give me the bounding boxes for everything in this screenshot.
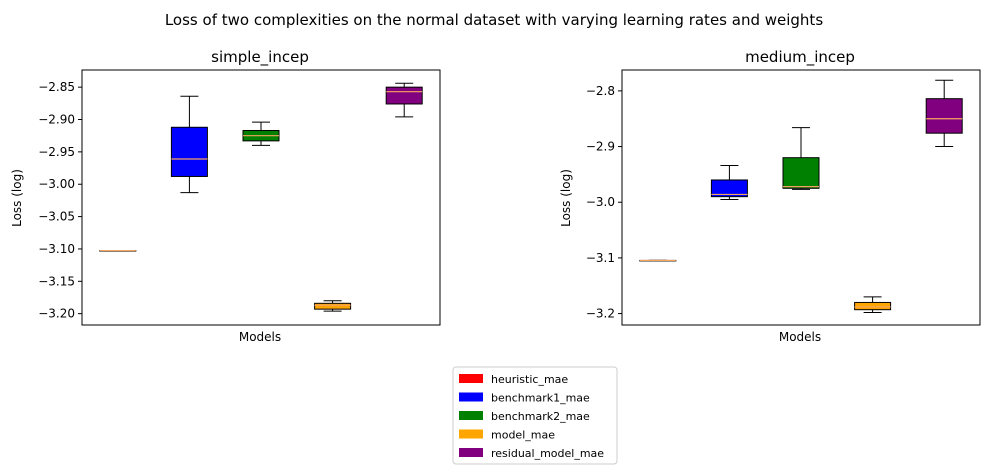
- box-body: [314, 302, 352, 310]
- box-body: [710, 179, 748, 198]
- box-heuristic_mae: [99, 249, 137, 252]
- y-tick-label: −3.2: [586, 307, 615, 321]
- box-benchmark2_mae: [242, 121, 280, 146]
- legend-item: benchmark1_mae: [459, 392, 590, 405]
- box-body: [925, 98, 963, 134]
- y-tick-label: −2.95: [38, 145, 75, 159]
- figure-title: Loss of two complexities on the normal d…: [165, 11, 823, 29]
- y-axis-label: Loss (log): [10, 169, 24, 227]
- legend-item: model_mae: [459, 429, 555, 442]
- legend-item: residual_model_mae: [459, 447, 604, 460]
- box-body: [782, 157, 820, 189]
- y-tick-label: −3.00: [38, 177, 75, 191]
- y-tick-label: −2.90: [38, 113, 75, 127]
- subplot-title: simple_incep: [211, 48, 309, 67]
- y-tick-label: −3.1: [586, 251, 615, 265]
- subplot-simple-incep: simple_incep Models Loss (log) −2.85 −2.9…: [10, 48, 441, 344]
- plot-frame: [81, 69, 441, 326]
- x-axis-label: Models: [779, 330, 821, 344]
- box-benchmark1_mae: [170, 95, 208, 194]
- box-model_mae: [854, 296, 892, 313]
- legend-label: benchmark1_mae: [491, 392, 590, 405]
- legend-frame: [452, 366, 618, 465]
- box-residual_model_mae: [925, 79, 963, 148]
- legend-swatch: [459, 429, 483, 439]
- x-axis-label: Models: [239, 330, 281, 344]
- legend-label: heuristic_mae: [491, 373, 568, 386]
- y-tick-label: −3.10: [38, 242, 75, 256]
- legend-item: benchmark2_mae: [459, 410, 590, 423]
- y-tick-label: −2.9: [586, 140, 615, 154]
- legend-item: heuristic_mae: [459, 373, 568, 386]
- y-tick-label: −3.05: [38, 210, 75, 224]
- legend-swatch: [459, 374, 483, 383]
- subplot-medium-incep: medium_incep Models Loss (log) −2.8 −2.9 −…: [559, 48, 981, 344]
- legend: heuristic_mae benchmark1_mae benchmark2_ma…: [452, 366, 618, 465]
- legend-swatch: [459, 392, 483, 402]
- box-benchmark2_mae: [782, 127, 820, 190]
- y-tick-label: −3.20: [38, 307, 75, 321]
- y-tick-label: −2.85: [38, 80, 75, 94]
- box-body: [385, 86, 423, 105]
- legend-swatch: [459, 411, 483, 420]
- legend-label: model_mae: [491, 429, 555, 442]
- box-body: [854, 301, 892, 311]
- box-heuristic_mae: [639, 259, 677, 262]
- y-axis-label: Loss (log): [559, 169, 573, 227]
- legend-swatch: [459, 448, 483, 457]
- subplot-title: medium_incep: [745, 48, 855, 67]
- legend-label: benchmark2_mae: [491, 410, 590, 423]
- plot-frame: [621, 69, 981, 326]
- box-benchmark1_mae: [710, 164, 748, 200]
- box-body: [170, 126, 208, 177]
- y-tick-label: −2.8: [586, 84, 615, 98]
- legend-label: residual_model_mae: [491, 447, 604, 460]
- y-tick-label: −3.0: [586, 195, 615, 209]
- box-residual_model_mae: [385, 82, 423, 118]
- box-model_mae: [314, 300, 352, 312]
- y-tick-label: −3.15: [38, 274, 75, 288]
